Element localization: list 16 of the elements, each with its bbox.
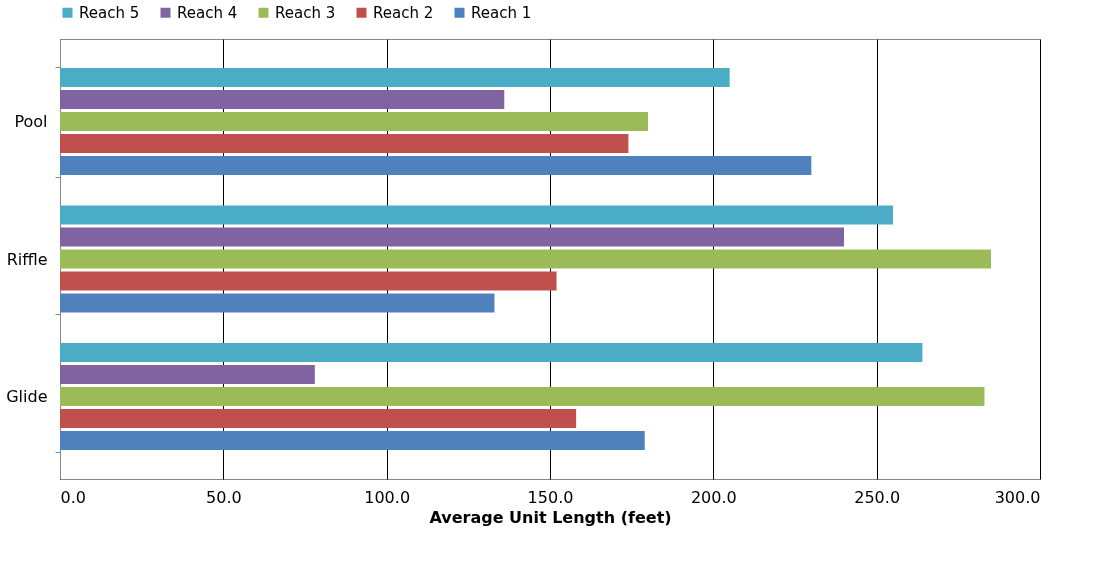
x-tick-label: 0.0 [60, 487, 86, 507]
legend-label: Reach 4 [177, 3, 238, 22]
x-tick-label: 300.0 [994, 487, 1041, 507]
legend-label: Reach 2 [373, 3, 434, 22]
legend-label: Reach 3 [275, 3, 336, 22]
y-tick-label: Riffle [6, 249, 48, 269]
x-tick-label: 150.0 [527, 487, 574, 507]
x-axis-title: Average Unit Length (feet) [429, 507, 672, 527]
legend-label: Reach 1 [471, 3, 532, 22]
x-tick-label: 250.0 [854, 487, 901, 507]
x-tick-label: 100.0 [364, 487, 411, 507]
legend-label: Reach 5 [79, 3, 140, 22]
y-tick-label: Glide [6, 387, 48, 406]
y-tick-label: Pool [14, 112, 48, 131]
x-tick-label: 50.0 [206, 487, 242, 507]
x-tick-label: 200.0 [690, 487, 737, 507]
